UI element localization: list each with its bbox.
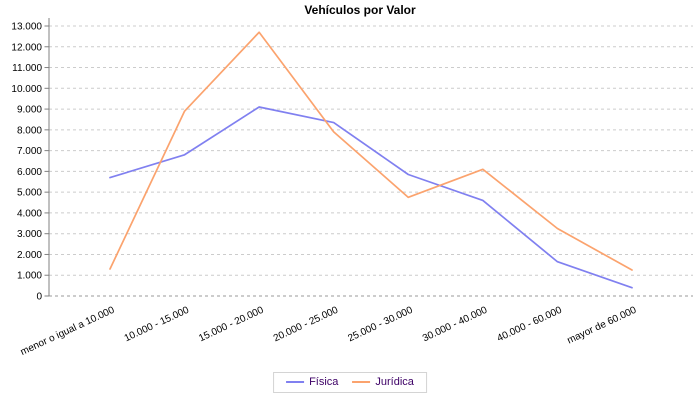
x-axis-label: 10.000 - 15.000	[123, 305, 192, 345]
y-tick-label: 2.000	[17, 250, 42, 261]
y-tick-label: 4.000	[17, 208, 42, 219]
series-line-fisica	[109, 106, 633, 289]
series-line-juridica	[109, 31, 633, 271]
x-axis-label: menor o igual a 10.000	[19, 305, 117, 358]
legend-item-fisica: Física	[286, 376, 338, 388]
x-axis-label: 30.000 - 40.000	[421, 305, 490, 345]
legend: Física Jurídica	[273, 372, 427, 393]
legend-item-juridica: Jurídica	[352, 376, 414, 388]
line-chart-plot-area: 0 1.000 2.000 3.000 4.000 5.000 6.000 7.000 8.00…	[11, 18, 693, 358]
chart-title: Vehículos por Valor	[304, 3, 416, 17]
y-tick-label: 10.000	[11, 84, 42, 95]
y-tick-label: 1.000	[17, 271, 42, 282]
legend-label-fisica: Física	[309, 376, 339, 388]
y-tick-label: 6.000	[17, 167, 42, 178]
x-axis-label: 15.000 - 20.000	[197, 305, 266, 345]
y-tick-label: 11.000	[12, 63, 42, 74]
y-tick-label: 9.000	[17, 105, 42, 116]
y-tick-label: 5.000	[17, 188, 42, 199]
x-axis-label: mayor de 60.000	[566, 305, 639, 347]
y-tick-label: 8.000	[17, 125, 42, 136]
legend-line-swatch-juridica	[352, 381, 371, 383]
x-axis-label: 25.000 - 30.000	[346, 305, 415, 345]
y-tick-label: 0	[36, 292, 42, 303]
y-tick-label: 3.000	[17, 229, 42, 240]
legend-line-swatch-fisica	[286, 381, 305, 383]
y-tick-label: 7.000	[17, 146, 42, 157]
y-tick-label: 12.000	[11, 42, 42, 53]
y-tick-label: 13.000	[11, 22, 42, 33]
x-axis-label: 40.000 - 60.000	[496, 305, 565, 345]
x-axis-label: 20.000 - 25.000	[272, 305, 341, 345]
legend-label-juridica: Jurídica	[375, 376, 414, 388]
